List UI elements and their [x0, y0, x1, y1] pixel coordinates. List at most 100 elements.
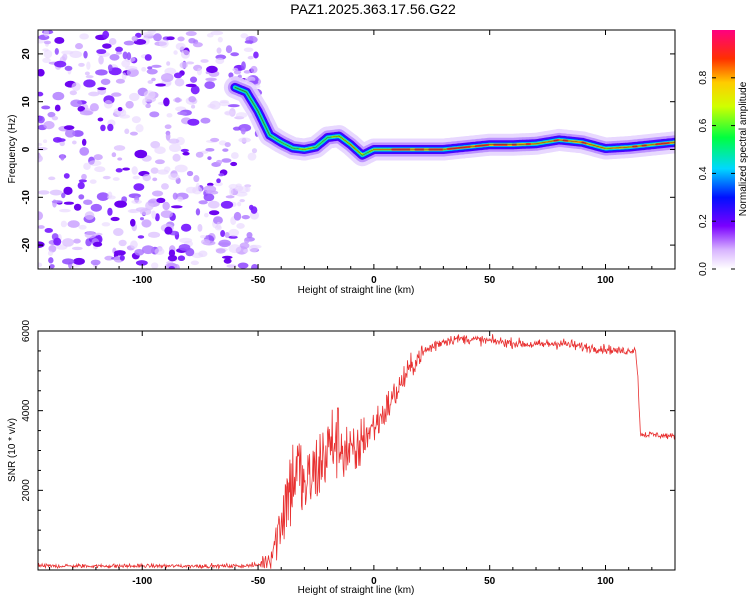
spectrogram-noise-blob: [160, 73, 174, 83]
spectrogram-noise-blob: [222, 148, 229, 152]
spectrogram-noise-blob: [216, 178, 221, 184]
spectrogram-noise-blob: [107, 64, 113, 72]
spectrogram-x-tick-label: 50: [484, 275, 496, 286]
spectrogram-noise-blob: [207, 103, 216, 109]
spectrogram-noise-blob: [113, 145, 126, 151]
spectrogram-noise-blob: [240, 33, 249, 39]
spectrogram-noise-blob: [131, 199, 143, 204]
spectrogram-x-tick-label: -100: [132, 275, 152, 286]
snr-y-ticks: 2000 4000 6000: [21, 319, 675, 551]
spectrogram-noise-blob: [89, 179, 97, 184]
spectrogram-noise-blob: [200, 239, 211, 245]
spectrogram-noise-blob: [164, 81, 172, 86]
spectrogram-noise-blob: [93, 154, 103, 161]
spectrogram-noise-blob: [43, 49, 53, 59]
spectrogram-noise-blob: [237, 262, 249, 269]
colorbar-tick-label: 0.4: [698, 166, 709, 180]
spectrogram-noise-blob: [195, 208, 201, 216]
spectrogram-noise-blob: [188, 96, 197, 103]
spectrogram-noise-blob: [144, 54, 152, 61]
spectrogram-noise-blob: [90, 203, 103, 212]
spectrogram-noise-blob: [206, 33, 214, 38]
spectrogram-noise-blob: [224, 142, 231, 148]
spectrogram-noise-blob: [234, 185, 244, 192]
snr-y-label: SNR (10 * v/v): [7, 418, 18, 482]
spectrogram-noise-blob: [38, 115, 45, 124]
spectrogram-noise-blob: [196, 67, 202, 76]
spectrogram-noise-blob: [130, 240, 138, 249]
spectrogram-noise-blob: [139, 217, 144, 221]
spectrogram-noise-blob: [162, 201, 170, 211]
spectrogram-noise-blob: [166, 61, 171, 66]
spectrogram-noise-blob: [83, 162, 91, 171]
spectrogram-x-ticks: -100 -50 0 50 100: [49, 30, 653, 286]
spectrogram-noise-blob: [141, 219, 152, 228]
spectrogram-noise-blob: [145, 103, 151, 109]
spectrogram-noise-blob: [78, 224, 87, 230]
spectrogram-noise-blob: [150, 167, 159, 174]
spectrogram-noise-blob: [145, 201, 154, 211]
spectrogram-noise-blob: [38, 262, 43, 268]
spectrogram-noise-blob: [243, 237, 250, 244]
spectrogram-noise-blob: [115, 46, 123, 53]
spectrogram-noise-blob: [49, 189, 63, 196]
spectrogram-noise-blob: [147, 80, 154, 84]
spectrogram-noise-blob: [78, 179, 87, 183]
spectrogram-noise-blob: [214, 181, 223, 187]
spectrogram-noise-blob: [71, 82, 81, 91]
spectrogram-y-tick-label: 20: [21, 48, 32, 60]
spectrogram-noise-blob: [238, 137, 251, 143]
colorbar-tick-label: 0.2: [698, 214, 709, 228]
spectrogram-ridge-center: [234, 87, 675, 156]
spectrogram-y-tick-label: 10: [21, 96, 32, 108]
spectrogram-noise-blob: [185, 186, 197, 194]
spectrogram-y-tick-label: -10: [21, 190, 32, 205]
spectrogram-noise-blob: [247, 55, 254, 60]
spectrogram-noise-blob: [111, 152, 117, 158]
spectrogram-noise-blob: [114, 200, 127, 208]
spectrogram-noise-blob: [199, 234, 207, 239]
spectrogram-noise-blob: [60, 154, 65, 161]
spectrogram-y-label: Frequency (Hz): [7, 115, 18, 184]
spectrogram-x-tick-label: 100: [597, 275, 614, 286]
spectrogram-noise-blob: [100, 124, 106, 132]
spectrogram-noise-blob: [62, 258, 75, 265]
snr-y-tick-label: 2000: [21, 479, 32, 502]
spectrogram-noise-blob: [243, 249, 249, 253]
spectrogram-noise-blob: [215, 248, 226, 254]
snr-x-tick-label: -50: [251, 576, 266, 587]
spectrogram-noise-blob: [247, 152, 257, 161]
spectrogram-noise-blob: [221, 158, 232, 163]
spectrogram-noise-blob: [166, 36, 175, 41]
spectrogram-noise-blob: [250, 65, 258, 74]
spectrogram-noise-blob: [96, 192, 110, 201]
spectrogram-noise-blob: [122, 167, 131, 171]
spectrogram-noise-blob: [100, 78, 111, 85]
spectrogram-noise-blob: [81, 138, 87, 146]
spectrogram-noise-blob: [130, 218, 136, 227]
spectrogram-noise-blob: [48, 257, 54, 264]
spectrogram-noise-blob: [163, 97, 170, 107]
spectrogram-noise-blob: [132, 175, 140, 180]
spectrogram-noise-blob: [141, 32, 154, 37]
spectrogram-noise-blob: [77, 105, 86, 112]
colorbar-tick-label: 0.6: [698, 118, 709, 132]
snr-x-tick-label: -100: [132, 576, 152, 587]
spectrogram-noise-blob: [125, 65, 138, 71]
spectrogram-noise-blob: [38, 241, 45, 248]
spectrogram-noise-blob: [168, 143, 182, 153]
spectrogram-noise-blob: [129, 92, 140, 102]
spectrogram-noise-blob: [43, 139, 48, 144]
spectrogram-noise-blob: [121, 59, 131, 68]
spectrogram-noise-blob: [149, 111, 160, 118]
spectrogram-noise-blob: [38, 211, 44, 221]
spectrogram-noise-blob: [177, 36, 185, 42]
spectrogram-noise-blob: [191, 104, 196, 109]
spectrogram-noise-blob: [172, 153, 181, 162]
spectrogram-noise-blob: [73, 257, 85, 265]
spectrogram-noise-blob: [207, 200, 220, 209]
spectrogram-noise-blob: [38, 154, 43, 163]
spectrogram-noise-blob: [203, 193, 215, 202]
spectrogram-noise-blob: [203, 212, 209, 218]
spectrogram-noise-blob: [155, 83, 166, 87]
